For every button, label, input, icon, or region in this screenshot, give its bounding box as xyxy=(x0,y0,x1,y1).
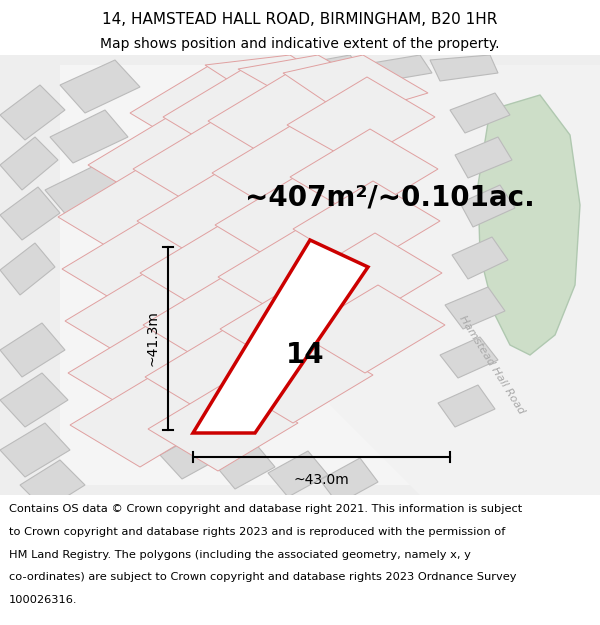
Polygon shape xyxy=(0,85,65,140)
Text: co-ordinates) are subject to Crown copyright and database rights 2023 Ordnance S: co-ordinates) are subject to Crown copyr… xyxy=(9,572,517,582)
Text: HM Land Registry. The polygons (including the associated geometry, namely x, y: HM Land Registry. The polygons (includin… xyxy=(9,549,471,559)
Polygon shape xyxy=(220,281,370,371)
Polygon shape xyxy=(60,65,520,485)
Polygon shape xyxy=(360,55,432,83)
Text: Contains OS data © Crown copyright and database right 2021. This information is : Contains OS data © Crown copyright and d… xyxy=(9,504,522,514)
Polygon shape xyxy=(212,125,362,215)
Polygon shape xyxy=(430,55,498,81)
Polygon shape xyxy=(295,233,442,321)
Polygon shape xyxy=(58,169,208,259)
Polygon shape xyxy=(238,55,385,107)
Polygon shape xyxy=(283,55,428,117)
Polygon shape xyxy=(20,460,85,510)
Polygon shape xyxy=(450,93,510,133)
Polygon shape xyxy=(208,73,358,163)
Polygon shape xyxy=(440,337,498,378)
Polygon shape xyxy=(160,433,222,479)
Polygon shape xyxy=(295,55,365,93)
Polygon shape xyxy=(0,55,600,495)
Polygon shape xyxy=(65,273,215,363)
Polygon shape xyxy=(88,117,238,207)
Polygon shape xyxy=(215,443,275,489)
Polygon shape xyxy=(70,377,220,467)
Polygon shape xyxy=(0,373,68,427)
Polygon shape xyxy=(215,177,365,267)
Polygon shape xyxy=(0,137,58,190)
Polygon shape xyxy=(163,69,313,159)
Polygon shape xyxy=(62,221,212,311)
Polygon shape xyxy=(0,423,70,477)
Polygon shape xyxy=(205,55,355,107)
Polygon shape xyxy=(455,137,512,178)
Text: ~43.0m: ~43.0m xyxy=(293,473,349,487)
Text: 14: 14 xyxy=(286,341,325,369)
Polygon shape xyxy=(320,458,378,504)
Polygon shape xyxy=(298,285,445,373)
Polygon shape xyxy=(130,65,280,155)
Polygon shape xyxy=(218,229,368,319)
Polygon shape xyxy=(0,243,55,295)
Polygon shape xyxy=(0,323,65,377)
Polygon shape xyxy=(148,381,298,471)
Polygon shape xyxy=(143,277,293,367)
Polygon shape xyxy=(310,65,600,495)
Polygon shape xyxy=(133,121,283,211)
Polygon shape xyxy=(478,95,580,355)
Polygon shape xyxy=(438,385,495,427)
Polygon shape xyxy=(140,225,290,315)
Polygon shape xyxy=(290,129,438,217)
Polygon shape xyxy=(223,333,373,423)
Polygon shape xyxy=(0,187,60,240)
Polygon shape xyxy=(452,237,508,279)
Polygon shape xyxy=(460,185,515,227)
Polygon shape xyxy=(193,240,368,433)
Polygon shape xyxy=(50,110,128,163)
Polygon shape xyxy=(137,173,287,263)
Polygon shape xyxy=(45,163,123,217)
Text: ~407m²/~0.101ac.: ~407m²/~0.101ac. xyxy=(245,183,535,211)
Polygon shape xyxy=(145,329,295,419)
Polygon shape xyxy=(68,325,218,415)
Polygon shape xyxy=(60,60,140,113)
Text: to Crown copyright and database rights 2023 and is reproduced with the permissio: to Crown copyright and database rights 2… xyxy=(9,527,505,537)
Text: 14, HAMSTEAD HALL ROAD, BIRMINGHAM, B20 1HR: 14, HAMSTEAD HALL ROAD, BIRMINGHAM, B20 … xyxy=(103,12,497,27)
Text: Map shows position and indicative extent of the property.: Map shows position and indicative extent… xyxy=(100,38,500,51)
Text: 100026316.: 100026316. xyxy=(9,595,77,605)
Polygon shape xyxy=(293,181,440,269)
Polygon shape xyxy=(287,77,435,163)
Polygon shape xyxy=(445,287,505,329)
Polygon shape xyxy=(268,451,328,497)
Text: Hamstead Hall Road: Hamstead Hall Road xyxy=(458,314,526,416)
Text: ~41.3m: ~41.3m xyxy=(146,311,160,366)
